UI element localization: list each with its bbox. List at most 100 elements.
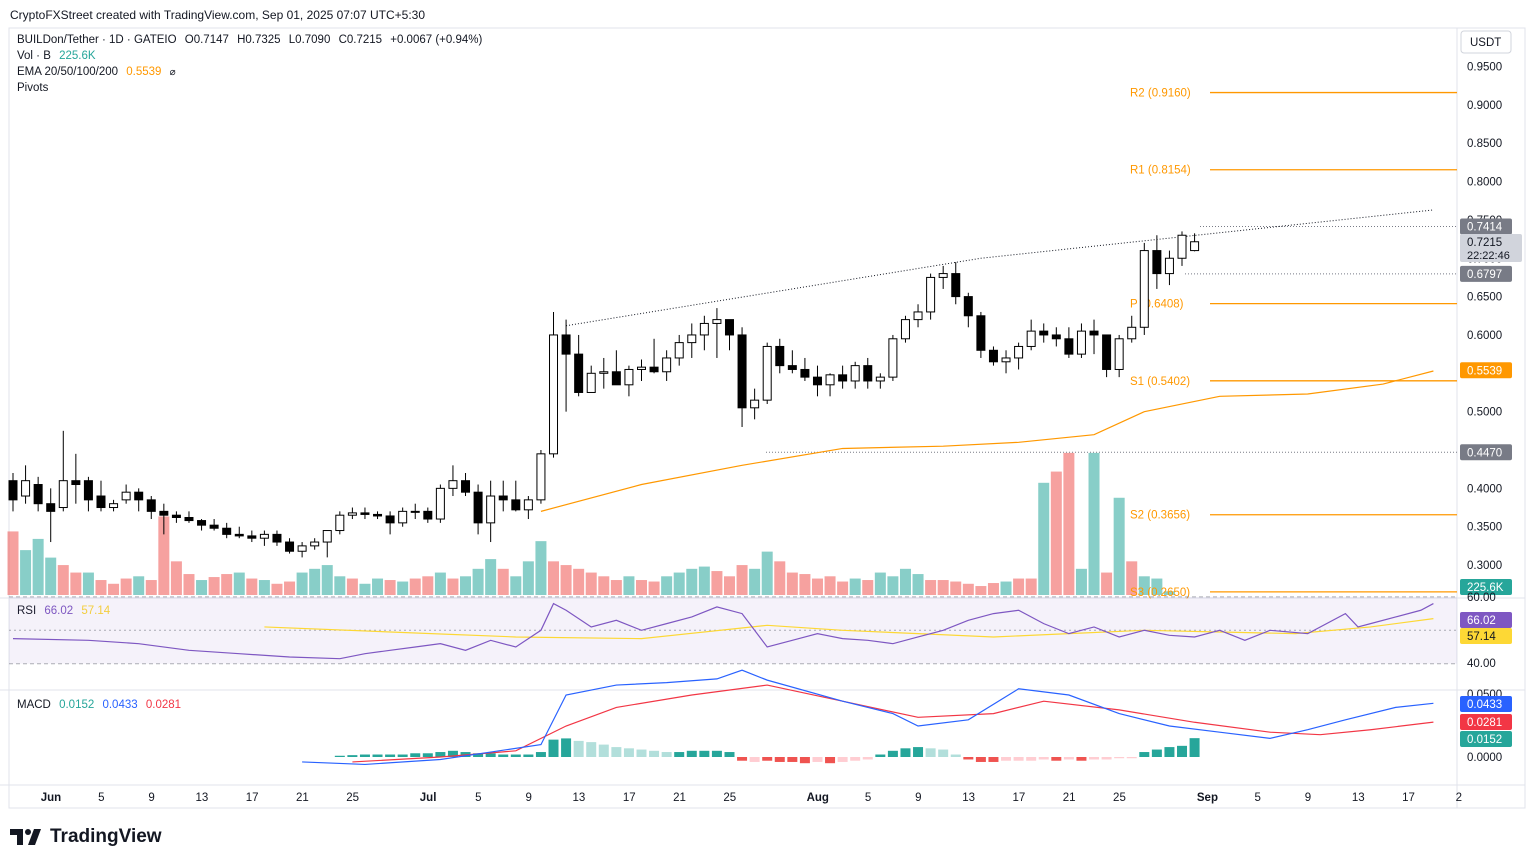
- rsi-ma-badge: 57.14: [1467, 631, 1496, 643]
- macd-histogram-bar: [1101, 757, 1112, 760]
- candle-body: [247, 535, 257, 539]
- macd-histogram-bar: [925, 748, 936, 757]
- price-axis-label: 0.5000: [1467, 407, 1502, 419]
- candle-body: [96, 495, 106, 509]
- time-axis-label: 5: [1255, 792, 1261, 804]
- macd-histogram-bar: [586, 742, 597, 757]
- volume-bar: [208, 577, 220, 595]
- candle-body: [1139, 250, 1149, 328]
- candle-body: [624, 368, 634, 386]
- candle-body: [259, 533, 269, 539]
- candle-body: [586, 372, 596, 393]
- support-badge: 0.4470: [1467, 447, 1502, 459]
- candle-body: [234, 533, 244, 537]
- candle-body: [938, 273, 948, 278]
- volume-bar: [372, 578, 384, 595]
- volume-bar: [145, 580, 157, 595]
- volume-bar: [397, 581, 409, 595]
- volume-bar: [510, 576, 522, 595]
- time-axis-label: 21: [673, 792, 686, 804]
- currency-box: [1460, 30, 1512, 54]
- macd-histogram-bar: [913, 747, 924, 757]
- volume-bar: [522, 561, 534, 595]
- macd-histogram-bar: [385, 754, 396, 757]
- volume-bar: [246, 578, 258, 595]
- macd-histogram-bar: [636, 749, 647, 757]
- rising-trendline: [565, 209, 1434, 327]
- volume-bar: [284, 581, 296, 595]
- tradingview-logo: TradingView: [10, 826, 162, 848]
- volume-bar: [321, 565, 333, 595]
- candle-body: [285, 541, 295, 552]
- macd-histogram-bar: [410, 753, 421, 757]
- chart-attribution: CryptoFXStreet created with TradingView.…: [10, 8, 426, 22]
- volume-bar: [497, 568, 509, 595]
- volume-bar: [82, 572, 94, 595]
- high-line-badge-bg: [1460, 218, 1512, 235]
- time-axis-label: 13: [1352, 792, 1365, 804]
- last-price-badge: 0.7215: [1467, 237, 1502, 249]
- volume-bar: [460, 576, 472, 595]
- macd-histogram-bar: [548, 739, 559, 757]
- macd-histogram-bar: [774, 757, 785, 762]
- macd-histogram-bar: [623, 748, 634, 757]
- macd-histogram-bar: [535, 752, 546, 757]
- volume-bar: [485, 559, 497, 595]
- macd-histogram-bar: [724, 752, 735, 757]
- macd-hist-value: 0.0152: [59, 699, 95, 711]
- pivot-label-s2: S2 (0.3656): [1130, 510, 1190, 522]
- time-axis-label: 13: [962, 792, 975, 804]
- time-axis-label: 17: [623, 792, 636, 804]
- ohlc-high: H0.7325: [237, 34, 281, 46]
- candle-body: [373, 513, 383, 517]
- pivot-label-s3: S3 (0.2650): [1130, 587, 1190, 599]
- ohlc-close: C0.7215: [338, 34, 383, 46]
- candle-body: [687, 334, 697, 344]
- volume-bar: [170, 561, 182, 595]
- candle-body: [1064, 338, 1074, 355]
- candle-body: [875, 376, 885, 382]
- macd-histogram-bar: [1051, 757, 1062, 761]
- candle-body: [310, 541, 320, 547]
- macd-hist-badge-bg: [1460, 731, 1512, 747]
- macd-histogram-bar: [674, 752, 685, 757]
- volume-bar: [233, 572, 245, 595]
- candle-body: [461, 480, 471, 493]
- price-axis-label: 0.3500: [1467, 522, 1502, 534]
- prev-level-badge: 0.6797: [1467, 269, 1502, 281]
- ema-legend: EMA 20/50/100/200 0.5539 ⌀: [17, 66, 181, 78]
- candle-body: [8, 480, 18, 501]
- candle-body: [498, 495, 508, 501]
- rsi-ma-value: 57.14: [81, 605, 111, 617]
- pivot-label-p: P (0.6408): [1130, 299, 1184, 311]
- macd-signal-badge: 0.0281: [1467, 717, 1502, 729]
- candle-body: [1051, 334, 1061, 340]
- volume-bar: [359, 583, 371, 595]
- macd-hist-badge: 0.0152: [1467, 734, 1502, 746]
- candle-body: [549, 334, 559, 455]
- volume-bar: [447, 578, 459, 595]
- price-axis-label: 0.6500: [1467, 292, 1502, 304]
- time-axis-label: 5: [475, 792, 481, 804]
- macd-histogram-bar: [887, 750, 898, 757]
- time-axis-label: 9: [148, 792, 154, 804]
- rsi-legend: RSI 66.02 57.14: [17, 605, 115, 617]
- bar-countdown: 22:22:46: [1467, 250, 1510, 262]
- macd-label: MACD: [17, 699, 51, 711]
- macd-histogram-bar: [1151, 749, 1162, 757]
- macd-histogram-bar: [1063, 757, 1074, 760]
- candle-body: [1001, 357, 1011, 363]
- volume-bar: [648, 581, 660, 595]
- volume-bar: [937, 580, 949, 595]
- candle-body: [988, 349, 998, 363]
- time-axis-label: 25: [346, 792, 359, 804]
- ema-hide-icon[interactable]: ⌀: [169, 67, 176, 78]
- candle-body: [297, 545, 307, 552]
- volume-bar: [673, 572, 685, 595]
- macd-histogram-bar: [347, 755, 358, 757]
- candle-body: [1014, 345, 1024, 359]
- tradingview-logo-icon: [10, 829, 41, 845]
- time-axis-label: 17: [1402, 792, 1415, 804]
- macd-histogram-bar: [523, 754, 534, 757]
